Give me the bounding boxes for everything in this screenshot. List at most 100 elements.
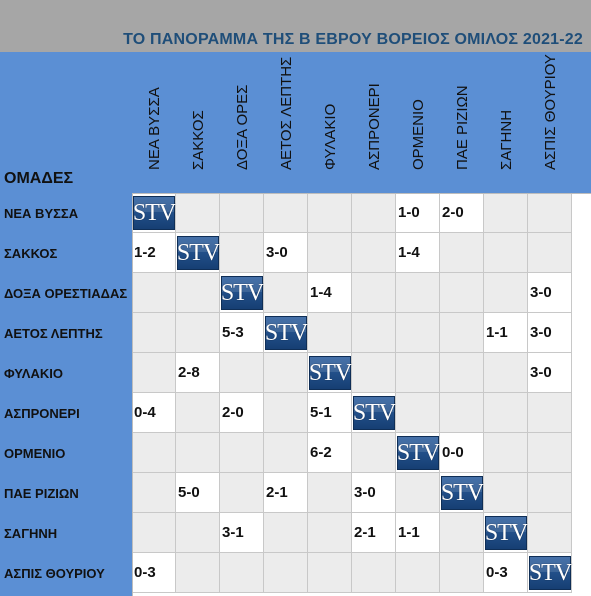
result-cell bbox=[176, 393, 220, 433]
stv-logo-icon: STV bbox=[485, 516, 528, 550]
result-cell: 3-0 bbox=[352, 473, 396, 513]
result-cell bbox=[308, 473, 352, 513]
stv-logo-icon: STV bbox=[309, 356, 352, 390]
team-row-label: ΔΟΞΑ ΟΡΕΣΤΙΑΔΑΣ bbox=[4, 285, 128, 301]
team-row-label: ΝΕΑ ΒΥΣΣΑ bbox=[4, 205, 79, 221]
result-cell bbox=[440, 313, 484, 353]
result-cell bbox=[352, 353, 396, 393]
stv-logo-icon: STV bbox=[441, 476, 484, 510]
result-cell: 2-1 bbox=[352, 513, 396, 553]
result-cell bbox=[308, 313, 352, 353]
result-cell bbox=[352, 193, 396, 233]
team-row-label: ΠΑΕ ΡΙΖΙΩΝ bbox=[4, 485, 79, 501]
stv-logo-icon: STV bbox=[265, 316, 308, 350]
result-cell: 2-0 bbox=[220, 393, 264, 433]
result-cell bbox=[264, 193, 308, 233]
result-cell bbox=[484, 473, 528, 513]
result-cell bbox=[440, 273, 484, 313]
team-header: ΟΜΑΔΕΣ bbox=[4, 170, 74, 187]
result-cell bbox=[264, 433, 308, 473]
result-cell: 3-0 bbox=[528, 353, 572, 393]
result-cell bbox=[132, 353, 176, 393]
result-cell bbox=[220, 433, 264, 473]
result-cell bbox=[396, 473, 440, 513]
result-cell bbox=[528, 193, 572, 233]
result-cell bbox=[440, 353, 484, 393]
result-cell bbox=[308, 233, 352, 273]
column-header: ΣΑΚΚΟΣ bbox=[177, 60, 221, 188]
result-cell bbox=[352, 233, 396, 273]
result-cell bbox=[264, 393, 308, 433]
stv-logo-icon: STV bbox=[529, 556, 572, 590]
team-row-label: ΦΥΛΑΚΙΟ bbox=[4, 365, 63, 381]
result-cell: 5-1 bbox=[308, 393, 352, 433]
team-row-label: ΟΡΜΕΝΙΟ bbox=[4, 445, 66, 461]
result-cell bbox=[484, 193, 528, 233]
stv-logo-icon: STV bbox=[133, 196, 176, 230]
column-header-label: ΣΑΚΚΟΣ bbox=[190, 110, 207, 170]
result-cell bbox=[440, 393, 484, 433]
team-row-label: ΣΑΓΗΝΗ bbox=[4, 525, 58, 541]
team-row-label: ΑΣΠΙΣ ΘΟΥΡΙΟΥ bbox=[4, 565, 105, 581]
column-header-label: ΠΑΕ ΡΙΖΙΩΝ bbox=[454, 85, 471, 170]
result-cell bbox=[220, 193, 264, 233]
stv-logo-icon: STV bbox=[221, 276, 264, 310]
result-cell: 5-0 bbox=[176, 473, 220, 513]
result-cell bbox=[528, 433, 572, 473]
result-cell bbox=[132, 433, 176, 473]
result-cell bbox=[176, 313, 220, 353]
result-cell bbox=[308, 553, 352, 593]
result-cell: 3-0 bbox=[264, 233, 308, 273]
result-cell bbox=[352, 313, 396, 353]
result-cell bbox=[396, 313, 440, 353]
result-cell bbox=[264, 553, 308, 593]
result-cell bbox=[220, 473, 264, 513]
stv-logo-icon: STV bbox=[177, 236, 220, 270]
result-cell: 1-4 bbox=[308, 273, 352, 313]
result-cell: 1-1 bbox=[484, 313, 528, 353]
result-cell bbox=[352, 273, 396, 313]
result-cell bbox=[440, 513, 484, 553]
team-row-label: ΑΣΠΡΟΝΕΡΙ bbox=[4, 405, 80, 421]
result-cell bbox=[132, 473, 176, 513]
result-cell bbox=[396, 273, 440, 313]
column-header-label: ΑΕΤΟΣ ΛΕΠΤΗΣ bbox=[278, 56, 295, 170]
result-cell bbox=[176, 273, 220, 313]
result-cell: 0-3 bbox=[132, 553, 176, 593]
result-cell bbox=[528, 473, 572, 513]
result-cell: 2-8 bbox=[176, 353, 220, 393]
column-header-label: ΣΑΓΗΝΗ bbox=[498, 109, 515, 170]
result-cell bbox=[264, 353, 308, 393]
result-cell: 0-3 bbox=[484, 553, 528, 593]
result-cell bbox=[220, 353, 264, 393]
team-column-background bbox=[0, 52, 132, 596]
column-header-background bbox=[132, 52, 591, 193]
column-header: ΔΟΞΑ ΟΡΕΣ bbox=[221, 60, 265, 188]
column-header-label: ΦΥΛΑΚΙΟ bbox=[322, 103, 339, 170]
result-cell: 6-2 bbox=[308, 433, 352, 473]
result-cell bbox=[132, 273, 176, 313]
result-cell bbox=[484, 353, 528, 393]
result-cell bbox=[308, 513, 352, 553]
result-cell: 1-1 bbox=[396, 513, 440, 553]
result-cell bbox=[396, 353, 440, 393]
result-cell bbox=[264, 273, 308, 313]
result-cell: 3-0 bbox=[528, 313, 572, 353]
column-header-label: ΔΟΞΑ ΟΡΕΣ bbox=[234, 84, 251, 170]
result-cell: 1-4 bbox=[396, 233, 440, 273]
result-cell: 1-2 bbox=[132, 233, 176, 273]
result-cell bbox=[176, 553, 220, 593]
result-cell bbox=[176, 433, 220, 473]
result-cell bbox=[440, 553, 484, 593]
result-cell bbox=[484, 393, 528, 433]
column-header-label: ΑΣΠΙΣ ΘΟΥΡΙΟΥ bbox=[542, 54, 559, 170]
title-bar bbox=[0, 0, 591, 52]
result-cell bbox=[484, 233, 528, 273]
result-cell bbox=[132, 513, 176, 553]
column-header: ΠΑΕ ΡΙΖΙΩΝ bbox=[441, 60, 485, 188]
result-cell: 5-3 bbox=[220, 313, 264, 353]
column-header: ΟΡΜΕΝΙΟ bbox=[397, 60, 441, 188]
column-header: ΑΣΠΙΣ ΘΟΥΡΙΟΥ bbox=[529, 54, 573, 188]
result-cell bbox=[176, 193, 220, 233]
column-header: ΝΕΑ ΒΥΣΣΑ bbox=[133, 60, 177, 188]
